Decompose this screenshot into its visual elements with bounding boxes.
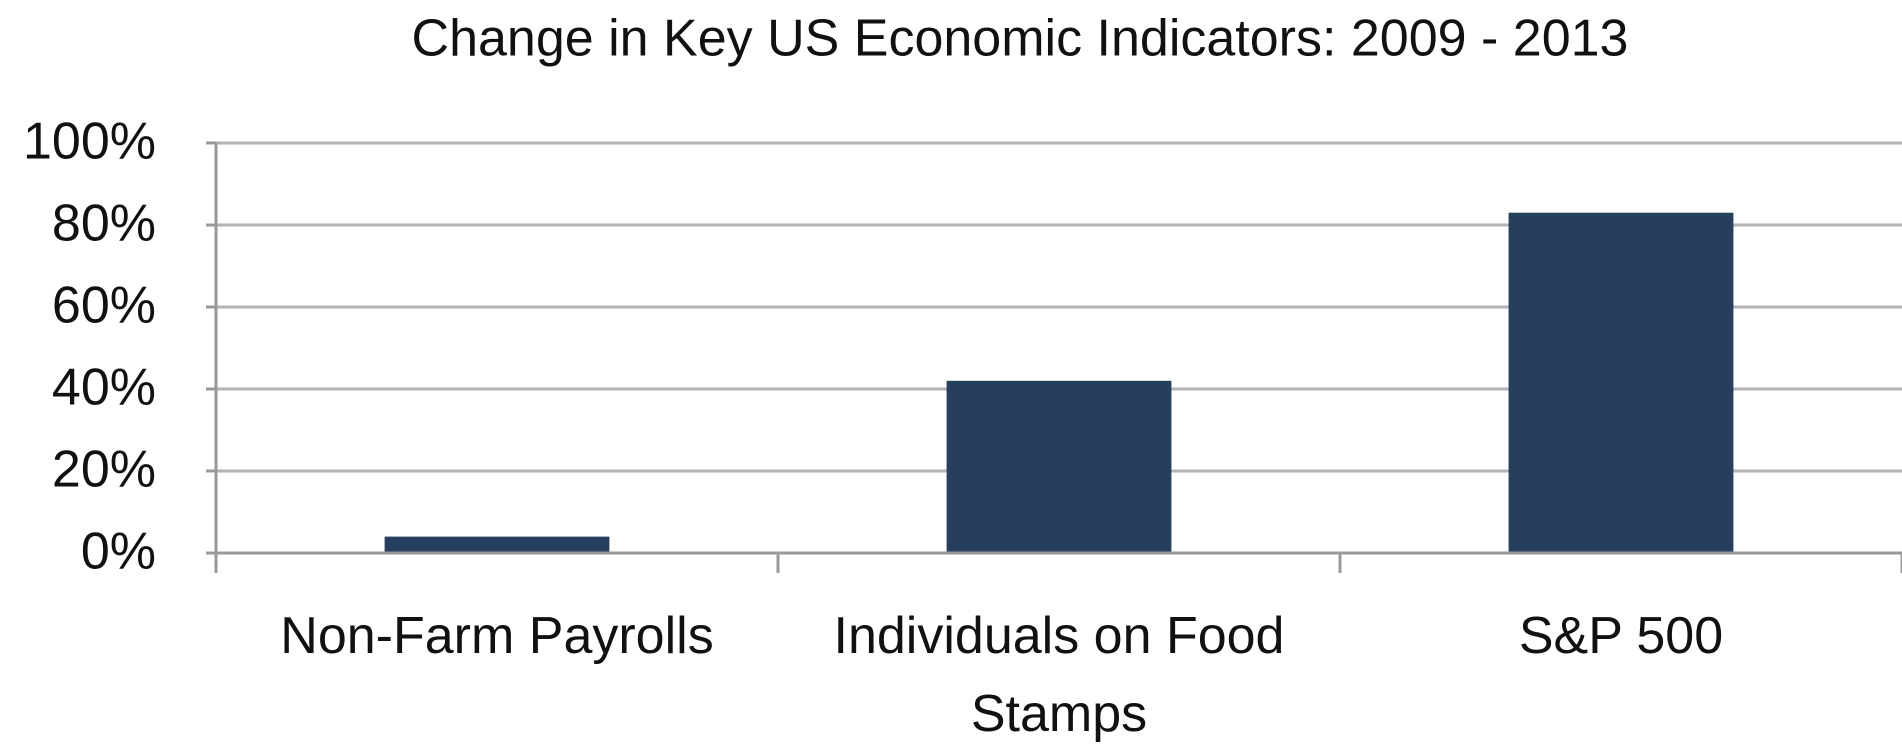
y-tick-label: 80% — [52, 195, 156, 253]
x-tick-label: Non-Farm Payrolls — [280, 607, 714, 665]
bar — [946, 380, 1172, 553]
y-tick-label: 0% — [81, 523, 156, 581]
y-tick-label: 100% — [23, 113, 156, 171]
y-tick-label: 20% — [52, 441, 156, 499]
y-tick-label: 60% — [52, 277, 156, 335]
bar — [1508, 212, 1734, 553]
bar — [384, 536, 610, 553]
y-tick-label: 40% — [52, 359, 156, 417]
x-tick-label: S&P 500 — [1518, 607, 1724, 665]
chart-title: Change in Key US Economic Indicators: 20… — [412, 10, 1629, 68]
x-tick-label: Individuals on Food Stamps — [833, 607, 1285, 743]
